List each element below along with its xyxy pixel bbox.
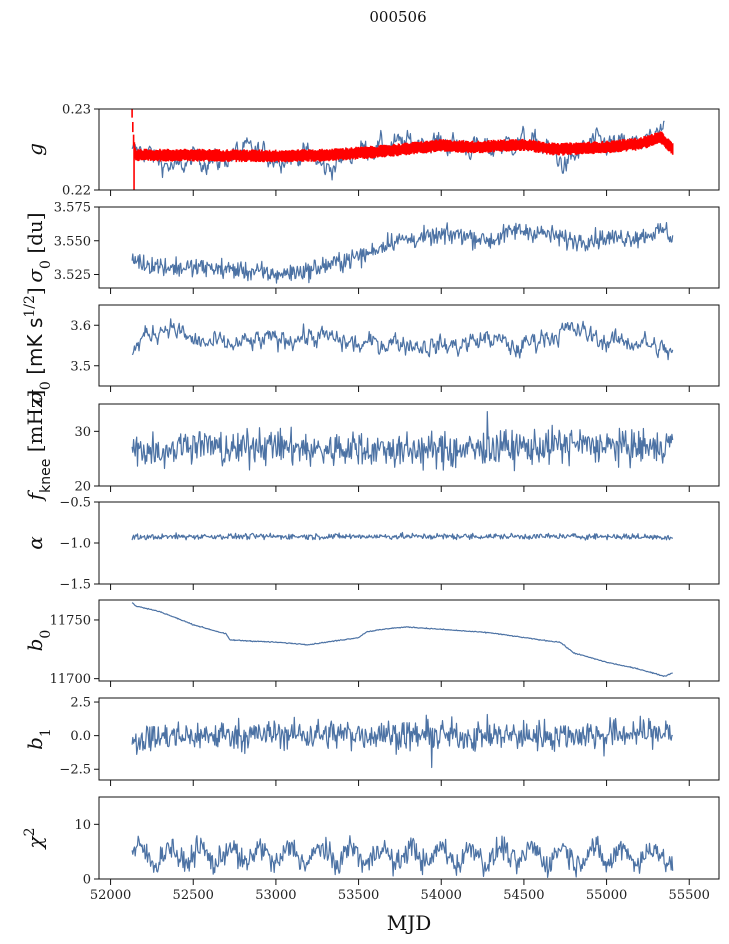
axes-frame-sigma <box>98 304 720 387</box>
series-group <box>131 835 674 879</box>
x-tick-label: 53500 <box>338 888 379 903</box>
series-sigma0-line <box>131 222 674 284</box>
y-axis-label-part: σ <box>23 389 47 404</box>
x-tick-label: 55000 <box>586 888 627 903</box>
y-tick-label-fknee: 30 <box>74 425 91 440</box>
series-group <box>131 531 674 541</box>
y-axis-label-part: knee <box>38 459 54 493</box>
series-b0-line <box>131 602 673 678</box>
series-group <box>131 411 674 472</box>
series-group <box>131 109 674 190</box>
y-axis-label-part: α <box>23 536 47 550</box>
y-axis-label-part: 0 <box>38 381 54 390</box>
panel-sigma: 3.5 3.6 σ0 [mK s1/2] <box>22 287 720 404</box>
y-axis-label-part: b <box>23 639 47 652</box>
y-tick-label-chi2: 0 <box>83 873 91 888</box>
y-tick-label-sigma0: 3.575 <box>54 201 91 216</box>
series-alpha-line <box>131 531 674 541</box>
y-axis-label-chi2: χ2 <box>22 827 47 850</box>
series-b1-line <box>131 713 674 769</box>
y-tick-label-alpha: −1.5 <box>59 578 91 593</box>
x-tick-label: 53000 <box>255 888 296 903</box>
y-tick-label-b1: 0.0 <box>70 729 91 744</box>
y-axis-label-fknee: fknee [mHz] <box>23 390 54 503</box>
y-tick-label-b0: 11750 <box>50 613 91 628</box>
series-chi2-line <box>131 835 674 879</box>
series-group <box>131 318 674 361</box>
y-axis-label-part: 2 <box>22 827 38 836</box>
y-axis-label-b1: b1 <box>23 728 54 750</box>
y-tick-label-g: 0.23 <box>62 103 91 118</box>
y-tick-label-sigma: 3.5 <box>70 359 91 374</box>
panel-g: 0.22 0.23 g <box>23 103 720 199</box>
x-axis-label: MJD <box>387 911 432 935</box>
y-tick-label-fknee: 20 <box>74 480 91 495</box>
axes-frame-b1 <box>98 697 720 781</box>
y-axis-label-alpha: α <box>23 536 47 550</box>
y-axis-label-part: b <box>23 737 47 750</box>
y-axis-label-part: 1 <box>38 728 54 737</box>
series-group <box>131 713 674 769</box>
y-axis-label-b0: b0 <box>23 630 54 652</box>
y-axis-label-part: [mHz] <box>23 390 47 459</box>
axes-frame-fknee <box>98 403 720 487</box>
y-axis-label-sigma: σ0 [mK s1/2] <box>22 287 54 403</box>
x-tick-label: 54000 <box>421 888 462 903</box>
axes-frame-chi2 <box>98 796 720 880</box>
axes-frame-alpha <box>98 501 720 585</box>
panel-chi2: 0 10 52000 52500 53000 53500 54000 54500 55000 55… <box>22 796 720 903</box>
y-tick-label-g: 0.22 <box>62 184 91 199</box>
series-group <box>131 222 674 284</box>
panel-b1: −2.5 0.0 2.5 b1 <box>23 696 720 786</box>
series-fknee-line <box>131 411 674 472</box>
y-axis-label-sigma0: σ0 [du] <box>23 212 54 282</box>
y-tick-label-chi2: 10 <box>74 818 91 833</box>
y-tick-label-sigma: 3.6 <box>70 319 91 334</box>
y-tick-label-sigma0: 3.550 <box>54 234 91 249</box>
y-tick-label-b0: 11700 <box>50 672 91 687</box>
axes-frame-b0 <box>98 599 720 682</box>
panel-fknee: 20 30 fknee [mHz] <box>23 390 720 503</box>
y-axis-label-part: [mK s <box>23 318 47 382</box>
axes-frame-sigma0 <box>98 206 720 289</box>
y-axis-label-part: 1/2 <box>22 295 38 318</box>
y-axis-label-part: ] <box>23 287 47 295</box>
x-tick-label: 52500 <box>173 888 214 903</box>
y-axis-label-part: g <box>23 143 47 156</box>
y-tick-label-alpha: −1.0 <box>59 537 91 552</box>
y-axis-label-part: χ <box>23 835 47 851</box>
y-tick-label-alpha: −0.5 <box>59 496 91 511</box>
panel-alpha: −1.5 −1.0 −0.5 α <box>23 496 720 593</box>
axes-frame-g <box>98 108 720 191</box>
y-tick-label-sigma0: 3.525 <box>54 268 91 283</box>
x-tick-label: 54500 <box>503 888 544 903</box>
x-tick-label: 55500 <box>669 888 710 903</box>
series-g-band <box>131 109 674 163</box>
y-axis-label-g: g <box>23 143 47 156</box>
figure-title: 000506 <box>369 8 426 26</box>
y-tick-label-b1: −2.5 <box>59 763 91 778</box>
y-axis-label-part: 0 <box>38 630 54 639</box>
y-axis-label-part: [du] <box>23 212 47 260</box>
y-axis-label-part: σ <box>23 268 47 283</box>
series-group <box>131 602 673 678</box>
series-sigma-line <box>131 318 674 361</box>
y-axis-label-part: 0 <box>38 260 54 269</box>
y-tick-label-b1: 2.5 <box>70 696 91 711</box>
x-tick-label: 52000 <box>90 888 131 903</box>
